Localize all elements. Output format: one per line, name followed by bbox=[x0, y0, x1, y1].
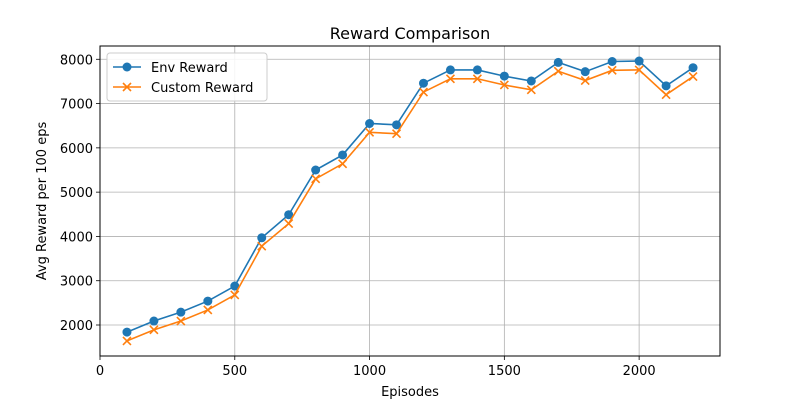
custom-reward-point bbox=[499, 80, 509, 90]
env-reward-point bbox=[149, 316, 159, 326]
x-tick-label: 1000 bbox=[353, 364, 386, 379]
y-tick-label: 3000 bbox=[60, 275, 93, 290]
custom-reward-point bbox=[580, 75, 590, 86]
env-reward-point bbox=[580, 67, 590, 77]
env-reward-point bbox=[445, 65, 455, 75]
env-reward-point bbox=[418, 78, 428, 88]
custom-reward-point bbox=[391, 129, 402, 139]
env-reward-point bbox=[284, 210, 294, 220]
custom-reward-point bbox=[311, 174, 321, 184]
env-reward-point bbox=[607, 57, 617, 66]
custom-reward-point bbox=[230, 290, 240, 300]
y-tick-label: 6000 bbox=[60, 142, 93, 157]
env-reward-point bbox=[661, 81, 671, 91]
custom-reward-point bbox=[634, 65, 644, 75]
y-tick-label: 2000 bbox=[60, 319, 93, 334]
env-reward-point bbox=[499, 71, 509, 81]
custom-reward-point bbox=[445, 74, 456, 84]
custom-reward-point bbox=[338, 159, 348, 169]
legend-label: Env Reward bbox=[151, 61, 228, 76]
custom-reward-point bbox=[607, 65, 617, 75]
custom-reward-point bbox=[149, 325, 159, 335]
custom-reward-point bbox=[176, 316, 186, 326]
custom-reward-point bbox=[661, 90, 671, 100]
custom-reward-point bbox=[122, 336, 132, 346]
custom-reward-point bbox=[284, 219, 294, 229]
env-reward-point bbox=[122, 327, 132, 337]
custom-reward-point bbox=[688, 71, 698, 82]
env-reward-point bbox=[688, 63, 698, 73]
custom-reward-line bbox=[126, 69, 694, 342]
x-axis-label: Episodes bbox=[381, 385, 439, 400]
env-reward-point bbox=[634, 56, 644, 66]
y-tick-label: 5000 bbox=[60, 186, 93, 201]
custom-reward-point bbox=[364, 127, 375, 137]
chart-title: Reward Comparison bbox=[330, 24, 490, 43]
y-tick-label: 7000 bbox=[60, 98, 93, 113]
series-env-reward bbox=[122, 56, 698, 337]
legend-label: Custom Reward bbox=[151, 81, 253, 96]
env-reward-point bbox=[338, 150, 348, 160]
custom-reward-point bbox=[418, 87, 429, 97]
series-custom-reward bbox=[122, 65, 698, 346]
y-tick-label: 8000 bbox=[60, 53, 93, 68]
legend-item-custom-reward: Custom Reward bbox=[113, 81, 253, 96]
custom-reward-point bbox=[526, 85, 536, 95]
y-tick-label: 4000 bbox=[60, 230, 93, 245]
x-tick-label: 0 bbox=[96, 364, 104, 379]
env-reward-point bbox=[526, 76, 536, 86]
custom-reward-point bbox=[203, 305, 213, 315]
x-tick-label: 500 bbox=[222, 364, 247, 379]
env-reward-point bbox=[176, 307, 186, 317]
custom-reward-point bbox=[472, 74, 482, 84]
env-reward-point bbox=[472, 65, 482, 75]
legend-marker bbox=[122, 82, 132, 92]
custom-reward-point bbox=[257, 241, 267, 251]
env-reward-point bbox=[230, 281, 240, 291]
ticks: 0 500 1000 1500 2000 2000 3000 4000 5000 6000 7000… bbox=[60, 53, 656, 379]
env-reward-point bbox=[365, 119, 375, 128]
series-layer bbox=[122, 56, 698, 346]
legend: Env Reward Custom Reward bbox=[106, 52, 268, 102]
x-tick-label: 1500 bbox=[488, 364, 521, 379]
env-reward-point bbox=[311, 165, 321, 175]
custom-reward-point bbox=[553, 66, 563, 76]
env-reward-line bbox=[126, 60, 694, 333]
y-axis-label: Avg Reward per 100 eps bbox=[35, 122, 50, 281]
env-reward-point bbox=[392, 120, 402, 130]
env-reward-point bbox=[257, 233, 267, 243]
legend-marker bbox=[122, 62, 132, 72]
plot-frame bbox=[99, 45, 721, 357]
x-tick-label: 2000 bbox=[623, 364, 656, 379]
legend-item-env-reward: Env Reward bbox=[113, 61, 228, 76]
env-reward-point bbox=[553, 57, 563, 67]
env-reward-point bbox=[203, 296, 213, 306]
legend-box bbox=[106, 52, 268, 102]
